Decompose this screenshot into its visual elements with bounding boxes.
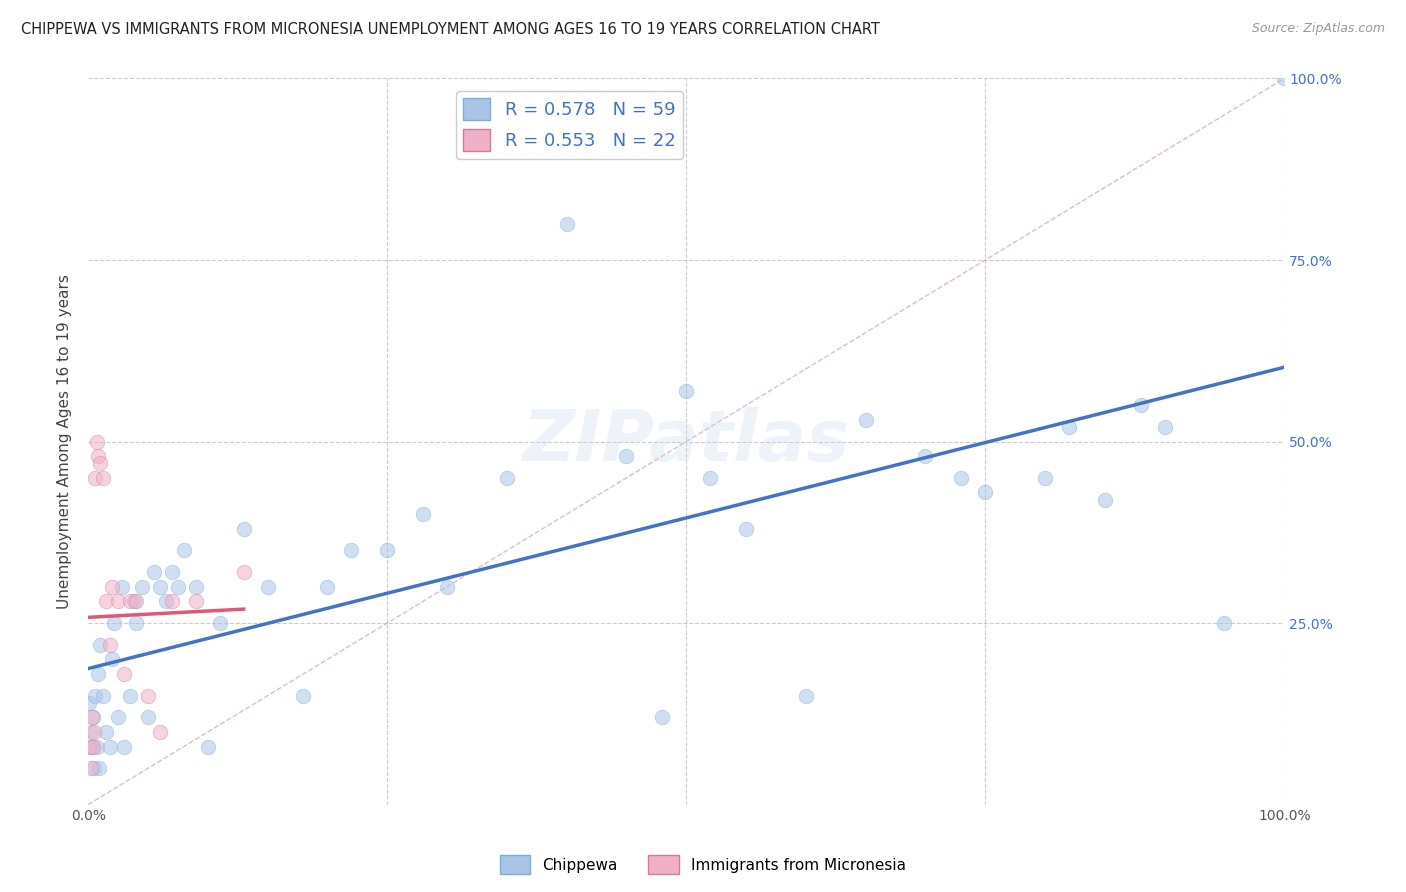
- Point: [292, 689, 315, 703]
- Point: [80, 710, 103, 724]
- Y-axis label: Unemployment Among Ages 16 to 19 years: Unemployment Among Ages 16 to 19 years: [58, 274, 72, 609]
- Point: [125, 616, 148, 631]
- Text: ZIPatlas: ZIPatlas: [523, 407, 849, 476]
- Point: [149, 725, 172, 739]
- Point: [98, 739, 121, 754]
- Legend: R = 0.578   N = 59, R = 0.553   N = 22: R = 0.578 N = 59, R = 0.553 N = 22: [456, 91, 683, 159]
- Point: [118, 689, 141, 703]
- Point: [699, 471, 721, 485]
- Point: [167, 580, 190, 594]
- Point: [412, 507, 434, 521]
- Point: [125, 594, 148, 608]
- Point: [82, 739, 104, 754]
- Point: [112, 667, 135, 681]
- Point: [232, 566, 254, 580]
- Point: [160, 566, 183, 580]
- Point: [89, 638, 111, 652]
- Point: [118, 594, 141, 608]
- Point: [436, 580, 458, 594]
- Point: [84, 689, 107, 703]
- Point: [232, 522, 254, 536]
- Point: [616, 449, 638, 463]
- Point: [80, 739, 103, 754]
- Point: [1033, 471, 1056, 485]
- Point: [98, 638, 121, 652]
- Point: [91, 471, 114, 485]
- Point: [651, 710, 673, 724]
- Point: [82, 710, 104, 724]
- Point: [86, 739, 108, 754]
- Point: [1272, 71, 1295, 86]
- Point: [89, 456, 111, 470]
- Text: CHIPPEWA VS IMMIGRANTS FROM MICRONESIA UNEMPLOYMENT AMONG AGES 16 TO 19 YEARS CO: CHIPPEWA VS IMMIGRANTS FROM MICRONESIA U…: [21, 22, 880, 37]
- Point: [160, 594, 183, 608]
- Point: [208, 616, 231, 631]
- Point: [83, 761, 105, 775]
- Point: [914, 449, 936, 463]
- Point: [950, 471, 973, 485]
- Point: [256, 580, 278, 594]
- Point: [122, 594, 145, 608]
- Point: [794, 689, 817, 703]
- Point: [555, 217, 578, 231]
- Point: [79, 725, 101, 739]
- Point: [184, 594, 207, 608]
- Point: [107, 594, 129, 608]
- Point: [1094, 492, 1116, 507]
- Point: [149, 580, 172, 594]
- Point: [86, 434, 108, 449]
- Point: [87, 761, 110, 775]
- Point: [340, 543, 363, 558]
- Point: [1213, 616, 1236, 631]
- Point: [197, 739, 219, 754]
- Point: [112, 739, 135, 754]
- Point: [131, 580, 153, 594]
- Point: [142, 566, 165, 580]
- Point: [136, 710, 159, 724]
- Point: [375, 543, 398, 558]
- Point: [184, 580, 207, 594]
- Point: [103, 616, 125, 631]
- Point: [79, 696, 101, 710]
- Point: [855, 413, 877, 427]
- Point: [136, 689, 159, 703]
- Point: [91, 689, 114, 703]
- Point: [111, 580, 134, 594]
- Point: [495, 471, 517, 485]
- Point: [101, 580, 124, 594]
- Point: [974, 485, 997, 500]
- Point: [79, 761, 101, 775]
- Point: [1129, 398, 1152, 412]
- Text: Source: ZipAtlas.com: Source: ZipAtlas.com: [1251, 22, 1385, 36]
- Point: [735, 522, 758, 536]
- Point: [107, 710, 129, 724]
- Legend: Chippewa, Immigrants from Micronesia: Chippewa, Immigrants from Micronesia: [494, 849, 912, 880]
- Point: [1057, 420, 1080, 434]
- Point: [155, 594, 177, 608]
- Point: [83, 725, 105, 739]
- Point: [94, 725, 117, 739]
- Point: [173, 543, 195, 558]
- Point: [1153, 420, 1175, 434]
- Point: [94, 594, 117, 608]
- Point: [87, 449, 110, 463]
- Point: [84, 471, 107, 485]
- Point: [316, 580, 339, 594]
- Point: [675, 384, 697, 398]
- Point: [87, 667, 110, 681]
- Point: [79, 739, 101, 754]
- Point: [101, 652, 124, 666]
